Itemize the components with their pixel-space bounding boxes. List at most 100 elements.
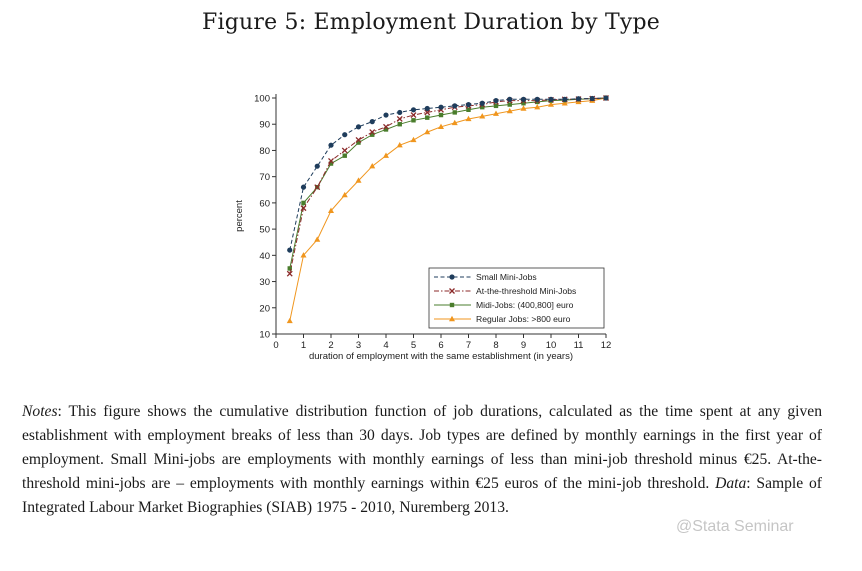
y-tick-label: 70 xyxy=(259,172,270,183)
data-source-text: : Sample of Integrated Labour Market Bio… xyxy=(22,475,822,516)
data-point xyxy=(396,142,403,148)
data-point xyxy=(383,123,389,130)
data-point xyxy=(534,96,540,102)
legend-marker xyxy=(449,302,455,308)
data-point xyxy=(425,115,430,120)
legend-label: At-the-threshold Mini-Jobs xyxy=(476,286,576,296)
data-point xyxy=(355,177,362,183)
x-axis-title: duration of employment with the same est… xyxy=(309,351,573,362)
data-point xyxy=(438,123,444,130)
data-point xyxy=(520,96,527,102)
figure-notes: Notes: This figure shows the cumulative … xyxy=(22,400,822,520)
x-tick-label: 5 xyxy=(411,340,416,351)
data-point xyxy=(534,103,541,110)
data-point xyxy=(535,99,540,105)
data-point xyxy=(562,96,568,102)
data-label: Data xyxy=(715,475,747,492)
data-point xyxy=(548,96,554,102)
legend-marker xyxy=(449,315,455,322)
data-point xyxy=(410,107,417,113)
data-point xyxy=(424,109,431,116)
y-tick-label: 20 xyxy=(259,303,270,314)
data-point xyxy=(328,142,334,148)
data-point xyxy=(383,112,389,118)
x-tick-label: 8 xyxy=(493,340,498,351)
data-point xyxy=(328,157,334,164)
data-point xyxy=(589,95,595,102)
data-point xyxy=(369,162,376,169)
data-point xyxy=(370,132,375,137)
series-midi xyxy=(287,95,609,271)
data-point xyxy=(548,101,554,107)
data-point xyxy=(342,153,347,158)
data-point xyxy=(300,205,307,212)
x-marker-stroke xyxy=(314,184,321,191)
data-point xyxy=(341,147,348,154)
data-point xyxy=(452,103,458,109)
watermark-text: @Stata Seminar xyxy=(676,518,794,535)
data-point xyxy=(479,100,485,106)
y-tick-label: 90 xyxy=(259,120,270,131)
data-point xyxy=(451,119,458,126)
data-point xyxy=(410,136,417,143)
data-point xyxy=(341,191,348,198)
data-point xyxy=(410,112,417,119)
data-point xyxy=(383,127,389,132)
series-small_mini xyxy=(287,95,609,253)
data-point xyxy=(300,184,307,190)
y-tick-label: 60 xyxy=(259,198,270,209)
data-point xyxy=(493,103,499,109)
legend-label: Small Mini-Jobs xyxy=(476,272,537,282)
x-tick-label: 3 xyxy=(356,340,361,351)
x-tick-label: 4 xyxy=(383,340,388,351)
chart-legend: Small Mini-Jobs At-the-threshold Mini-Job… xyxy=(428,267,605,329)
data-point xyxy=(314,236,321,242)
data-point xyxy=(411,118,416,123)
legend-label: Midi-Jobs: (400,800] euro xyxy=(476,300,574,310)
data-point xyxy=(506,107,513,114)
data-point xyxy=(493,98,499,104)
x-marker-stroke xyxy=(341,147,348,154)
y-tick-label: 100 xyxy=(254,94,270,105)
x-tick-label: 7 xyxy=(466,340,471,351)
data-point xyxy=(452,110,457,115)
data-point xyxy=(480,104,485,110)
series-line xyxy=(289,97,607,251)
data-point xyxy=(286,270,293,277)
data-point xyxy=(465,115,472,122)
series-regular xyxy=(286,94,609,324)
legend-label: Regular Jobs: >800 euro xyxy=(476,314,571,324)
data-point xyxy=(466,107,471,112)
data-point xyxy=(479,113,486,119)
data-point xyxy=(507,102,512,107)
x-marker-stroke xyxy=(396,116,403,122)
data-point xyxy=(369,119,375,125)
data-point xyxy=(465,101,472,108)
series-threshold_mini xyxy=(286,95,609,277)
x-tick-label: 10 xyxy=(546,340,557,351)
data-point xyxy=(603,95,609,101)
data-point xyxy=(300,252,307,258)
x-tick-label: 0 xyxy=(273,340,278,351)
data-point xyxy=(575,96,582,102)
y-tick-label: 40 xyxy=(259,251,270,262)
y-tick-label: 10 xyxy=(259,330,270,341)
x-marker-stroke xyxy=(424,109,431,116)
data-point xyxy=(342,132,348,138)
x-tick-label: 6 xyxy=(438,340,443,351)
data-point xyxy=(383,152,389,158)
x-marker-stroke xyxy=(355,136,362,143)
x-marker-stroke xyxy=(300,205,307,212)
data-point xyxy=(396,116,403,122)
legend-box xyxy=(428,267,605,329)
data-point xyxy=(314,163,320,169)
series-line xyxy=(289,97,607,322)
x-tick-label: 1 xyxy=(301,340,306,351)
x-marker-stroke xyxy=(449,288,455,294)
data-point xyxy=(493,110,499,116)
x-tick-label: 12 xyxy=(601,340,612,351)
data-point xyxy=(355,124,362,130)
data-point xyxy=(287,266,292,271)
data-point xyxy=(507,96,513,102)
